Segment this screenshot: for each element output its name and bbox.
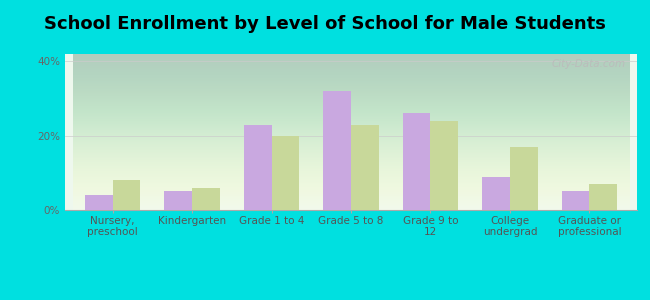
Bar: [562, 191, 590, 210]
Bar: [430, 121, 458, 210]
Text: School Enrollment by Level of School for Male Students: School Enrollment by Level of School for…: [44, 15, 606, 33]
Bar: [402, 113, 430, 210]
Bar: [244, 124, 272, 210]
Bar: [192, 188, 220, 210]
Bar: [510, 147, 538, 210]
Text: City-Data.com: City-Data.com: [551, 59, 625, 69]
Bar: [112, 180, 140, 210]
Bar: [164, 191, 192, 210]
Bar: [482, 177, 510, 210]
Bar: [272, 136, 300, 210]
Bar: [351, 124, 379, 210]
Bar: [590, 184, 617, 210]
Bar: [323, 91, 351, 210]
Bar: [85, 195, 112, 210]
